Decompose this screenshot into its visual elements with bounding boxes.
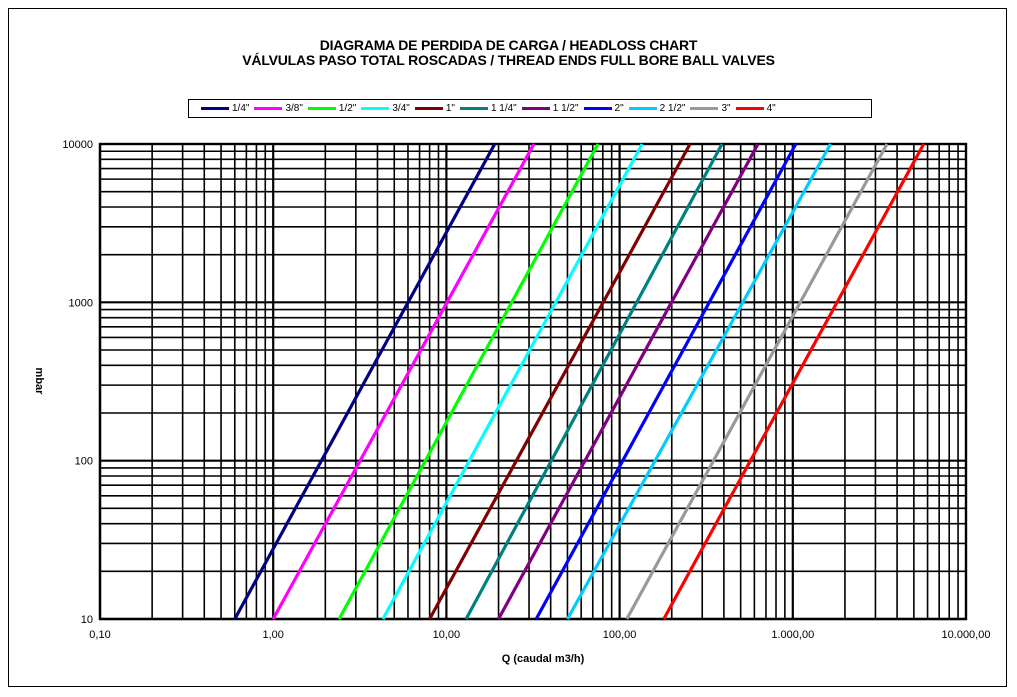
legend-label: 2" (614, 103, 624, 114)
legend-swatch (254, 107, 283, 110)
legend-item: 4" (735, 103, 776, 114)
legend-swatch (628, 107, 657, 110)
series-line-9 (566, 143, 832, 620)
series-line-10 (625, 143, 889, 620)
legend-item: 3/4" (361, 103, 410, 114)
legend-item: 1 1/4" (459, 103, 517, 114)
series-line-4 (381, 143, 644, 620)
series-line-8 (534, 143, 798, 620)
series-line-2 (271, 143, 536, 620)
y-tick-label: 10000 (62, 139, 93, 151)
y-tick-label: 100 (75, 456, 93, 468)
legend-swatch (459, 107, 488, 110)
y-axis-title: mbar (33, 368, 45, 396)
series-line-6 (464, 143, 724, 620)
legend-label: 1 1/2" (552, 103, 579, 114)
legend-label: 1/4" (232, 103, 250, 114)
x-tick-label: 10,00 (433, 629, 461, 641)
series-line-3 (337, 143, 600, 620)
legend-swatch (361, 107, 390, 110)
chart-legend: 1/4" 3/8" 1/2" 3/4" 1" 1 1/4" 1 1/2" 2" 2 1/2" 3"… (188, 99, 872, 118)
legend-swatch (521, 107, 550, 110)
legend-item: 1 1/2" (521, 103, 579, 114)
y-tick-label: 10 (81, 614, 93, 626)
x-tick-label: 1.000,00 (771, 629, 814, 641)
legend-item: 1/4" (201, 103, 249, 114)
legend-label: 3/8" (285, 103, 303, 114)
series-line-5 (428, 143, 692, 620)
x-axis-title: Q (caudal m3/h) (502, 653, 585, 665)
series-line-1 (233, 143, 497, 620)
legend-item: 2 1/2" (628, 103, 686, 114)
x-tick-label: 10.000,00 (942, 629, 991, 641)
legend-item: 2" (583, 103, 624, 114)
legend-swatch (307, 107, 336, 110)
legend-swatch (690, 107, 719, 110)
legend-item: 1" (414, 103, 455, 114)
legend-label: 3" (721, 103, 731, 114)
y-tick-label: 1000 (69, 297, 93, 309)
x-tick-label: 1,00 (262, 629, 283, 641)
legend-label: 2 1/2" (659, 103, 686, 114)
legend-label: 1" (445, 103, 455, 114)
legend-swatch (414, 107, 443, 110)
series-line-11 (662, 143, 926, 620)
legend-label: 4" (766, 103, 776, 114)
legend-swatch (735, 107, 764, 110)
legend-swatch (201, 107, 229, 110)
legend-label: 1 1/4" (490, 103, 517, 114)
legend-label: 1/2" (338, 103, 357, 114)
legend-item: 3" (690, 103, 731, 114)
chart-title: DIAGRAMA DE PERDIDA DE CARGA / HEADLOSS … (319, 37, 698, 53)
legend-swatch (583, 107, 612, 110)
chart-subtitle: VÁLVULAS PASO TOTAL ROSCADAS / THREAD EN… (242, 52, 775, 68)
legend-label: 3/4" (392, 103, 410, 114)
series-line-7 (497, 143, 760, 620)
x-tick-label: 100,00 (603, 629, 637, 641)
legend-item: 3/8" (254, 103, 303, 114)
legend-item: 1/2" (307, 103, 357, 114)
plot-area (100, 144, 966, 619)
x-tick-label: 0,10 (89, 629, 110, 641)
